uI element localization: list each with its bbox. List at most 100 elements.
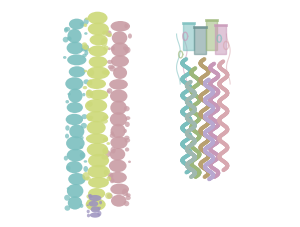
Ellipse shape [110,89,128,103]
Ellipse shape [86,199,93,208]
Ellipse shape [88,188,105,199]
Ellipse shape [68,89,83,103]
Ellipse shape [91,206,100,212]
Ellipse shape [110,131,114,135]
Ellipse shape [124,138,130,143]
Ellipse shape [90,212,101,218]
Ellipse shape [84,47,88,50]
Ellipse shape [108,47,111,50]
Ellipse shape [67,37,71,40]
Ellipse shape [80,22,83,26]
Ellipse shape [88,154,109,167]
Ellipse shape [98,207,101,209]
Ellipse shape [65,134,69,138]
Ellipse shape [100,38,107,47]
Polygon shape [215,25,226,54]
Ellipse shape [99,201,102,204]
Ellipse shape [105,192,112,199]
Polygon shape [194,27,206,54]
Ellipse shape [86,111,108,122]
Ellipse shape [86,90,91,96]
Ellipse shape [110,148,125,160]
Ellipse shape [111,42,129,57]
Ellipse shape [112,31,127,44]
Ellipse shape [66,166,70,171]
Ellipse shape [109,66,116,72]
Ellipse shape [110,147,116,153]
Ellipse shape [86,133,108,144]
Ellipse shape [125,116,130,120]
Ellipse shape [88,116,93,119]
Ellipse shape [85,99,107,113]
Ellipse shape [125,122,130,127]
Ellipse shape [68,196,82,210]
Ellipse shape [122,189,128,196]
Ellipse shape [67,102,83,113]
Ellipse shape [69,66,85,77]
Ellipse shape [84,160,87,163]
Ellipse shape [64,156,68,161]
Ellipse shape [111,55,129,67]
Ellipse shape [69,125,84,138]
Ellipse shape [83,86,87,89]
Ellipse shape [85,17,88,20]
Ellipse shape [109,172,127,183]
Ellipse shape [90,35,108,45]
Ellipse shape [64,27,70,32]
Ellipse shape [107,90,110,93]
Ellipse shape [66,136,85,150]
Ellipse shape [88,195,93,197]
Ellipse shape [103,138,108,142]
Ellipse shape [80,204,83,208]
Ellipse shape [67,54,86,65]
Ellipse shape [68,173,86,185]
Ellipse shape [107,33,112,37]
Ellipse shape [102,148,108,155]
Ellipse shape [88,12,107,24]
Ellipse shape [82,114,88,119]
Ellipse shape [85,177,91,181]
Ellipse shape [102,31,109,36]
Ellipse shape [82,172,90,180]
Ellipse shape [86,198,106,211]
Ellipse shape [68,37,72,41]
Ellipse shape [104,170,108,175]
Ellipse shape [67,187,70,190]
Ellipse shape [65,77,83,90]
Ellipse shape [88,69,94,76]
Ellipse shape [83,166,88,172]
Ellipse shape [103,46,109,51]
Ellipse shape [83,79,90,84]
Ellipse shape [86,194,93,199]
Ellipse shape [87,101,93,107]
Ellipse shape [87,121,106,134]
Ellipse shape [81,123,87,129]
Ellipse shape [126,193,130,197]
Ellipse shape [104,70,110,75]
Ellipse shape [125,193,128,196]
Ellipse shape [123,46,127,50]
Ellipse shape [88,48,91,51]
Ellipse shape [89,90,108,100]
Ellipse shape [87,205,89,206]
Ellipse shape [64,195,70,201]
Ellipse shape [88,22,109,35]
Ellipse shape [97,211,101,216]
Ellipse shape [80,136,84,139]
Ellipse shape [88,194,91,198]
Polygon shape [183,23,194,50]
Ellipse shape [124,201,129,206]
Ellipse shape [109,79,128,90]
Ellipse shape [67,149,85,162]
Ellipse shape [84,51,88,55]
Ellipse shape [80,152,86,158]
Ellipse shape [111,195,126,207]
Ellipse shape [82,93,85,96]
Ellipse shape [124,129,127,133]
Ellipse shape [69,19,85,30]
Ellipse shape [84,70,87,72]
Ellipse shape [101,118,108,124]
Ellipse shape [110,112,127,126]
Ellipse shape [88,201,98,207]
Ellipse shape [108,173,113,179]
